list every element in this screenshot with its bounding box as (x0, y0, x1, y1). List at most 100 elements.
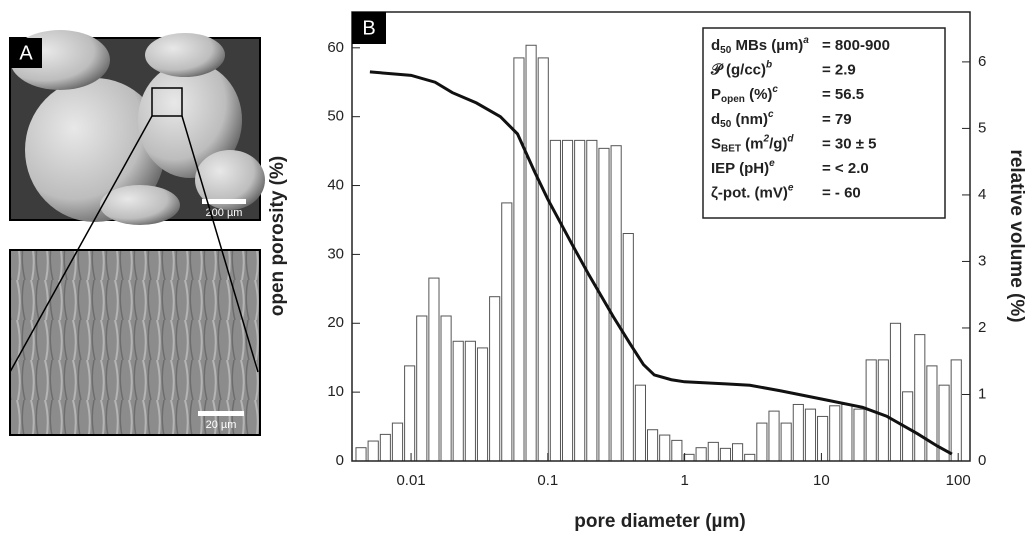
histogram-bar (561, 139, 574, 462)
inset-label-part: /g) (769, 135, 787, 152)
scale-bar-label: 20 µm (206, 419, 237, 431)
inset-value: = 56.5 (822, 86, 864, 103)
inset-label-part: d (711, 37, 720, 54)
inset-label: ζ-pot. (mV)e (711, 182, 794, 201)
histogram-bar (914, 334, 926, 462)
y2-tick-label: 4 (978, 186, 986, 203)
histogram-bar (719, 447, 732, 462)
x-tick-label: 100 (946, 472, 971, 489)
histogram-bar (683, 453, 695, 462)
histogram-bar (513, 57, 525, 462)
inset-label: SBET (m2/g)d (711, 133, 794, 154)
inset-label-part: ζ-pot. (mV) (711, 185, 788, 202)
histogram-bar (671, 439, 683, 462)
inset-label: Popen (%)c (711, 84, 778, 105)
inset-label-part: S (711, 135, 721, 152)
histogram-bar (829, 405, 841, 462)
inset-value: = 2.9 (822, 62, 856, 79)
inset-label-part: 2 (763, 133, 770, 144)
y2-tick-label: 0 (978, 452, 986, 469)
histogram-bar (440, 315, 452, 462)
histogram-bar (744, 453, 756, 462)
inset-label: 𝒫 (g/cc)b (710, 59, 772, 78)
scale-bar-label: 200 µm (206, 207, 243, 219)
inset-label: IEP (pH)e (711, 158, 775, 177)
histogram-bar (756, 422, 768, 462)
histogram-bar (634, 384, 646, 462)
histogram-bar (646, 429, 659, 462)
inset-label-part: a (803, 35, 809, 46)
histogram-bar (853, 408, 865, 462)
inset-label-part: d (711, 111, 720, 128)
histogram-bar (549, 139, 561, 462)
histogram-bar (428, 277, 440, 462)
histogram-bar (841, 403, 853, 462)
histogram-bar (659, 434, 671, 462)
y-tick-label: 30 (327, 245, 344, 262)
histogram-bar (950, 359, 962, 462)
histogram-bar (586, 139, 598, 462)
histogram-bar (476, 347, 489, 462)
inset-label-part: open (721, 94, 745, 105)
histogram-bar (732, 443, 744, 462)
inset-label-part: (m (741, 135, 764, 152)
y-axis-label: open porosity (%) (267, 156, 288, 316)
inset-label-part: e (788, 182, 794, 193)
y-tick-label: 40 (327, 177, 344, 194)
inset-label-part: P (711, 86, 721, 103)
inset-box (702, 27, 946, 219)
y2-tick-label: 2 (978, 319, 986, 336)
histogram-bar (877, 359, 889, 462)
inset-label-part: MBs (µm) (731, 37, 803, 54)
sem-image-a: A 200 µm (9, 30, 265, 225)
x-tick-label: 1 (680, 472, 688, 489)
inset-label-part: e (769, 158, 775, 169)
inset-label-part: 𝒫 (710, 62, 724, 79)
inset-label-part: 50 (720, 45, 732, 56)
panel-label-box (352, 12, 386, 44)
y2-tick-label: 1 (978, 385, 986, 402)
y-tick-label: 60 (327, 39, 344, 56)
inset-label-part: IEP (pH) (711, 160, 769, 177)
x-axis-label: pore diameter (µm) (574, 511, 745, 532)
histogram-bar (780, 422, 792, 462)
histogram-bar (404, 365, 416, 462)
y2-tick-label: 6 (978, 53, 986, 70)
histogram-bar (926, 365, 938, 462)
histogram-bar (792, 403, 804, 462)
histogram-bar (537, 57, 549, 462)
y2-tick-label: 3 (978, 252, 986, 269)
histogram-bar (574, 139, 586, 462)
histogram-bar (610, 145, 622, 462)
inset-label-part: (%) (745, 86, 773, 103)
inset-label-part: 50 (720, 118, 732, 129)
histogram-bar (416, 315, 428, 462)
inset-label-part: b (766, 59, 772, 70)
histogram-bar (525, 44, 537, 462)
y-tick-label: 50 (327, 108, 344, 125)
inset-label-part: c (772, 84, 778, 95)
sem-image-b: 20 µm (9, 115, 261, 436)
histogram-bar (367, 440, 379, 462)
histogram-bar (501, 202, 513, 462)
inset-label-part: c (768, 108, 774, 119)
inset-value: = - 60 (822, 185, 861, 202)
plot-frame (351, 11, 971, 462)
inset-value: = < 2.0 (822, 160, 869, 177)
inset-label-part: d (787, 133, 794, 144)
histogram-bar (452, 340, 464, 462)
inset-label: d50 MBs (µm)a (711, 35, 809, 56)
inset-label: d50 (nm)c (711, 108, 774, 129)
y-tick-label: 0 (336, 452, 344, 469)
y2-tick-label: 5 (978, 119, 986, 136)
y2-axis-label: relative volume (%) (1006, 149, 1027, 322)
panel-label: A (19, 42, 33, 64)
histogram-bar (464, 340, 476, 462)
inset-value: = 79 (822, 111, 852, 128)
panel-label: B (362, 17, 375, 39)
y-tick-label: 10 (327, 383, 344, 400)
histogram-bar (379, 433, 391, 462)
histogram-bar (817, 415, 829, 462)
inset-label-part: (nm) (731, 111, 768, 128)
